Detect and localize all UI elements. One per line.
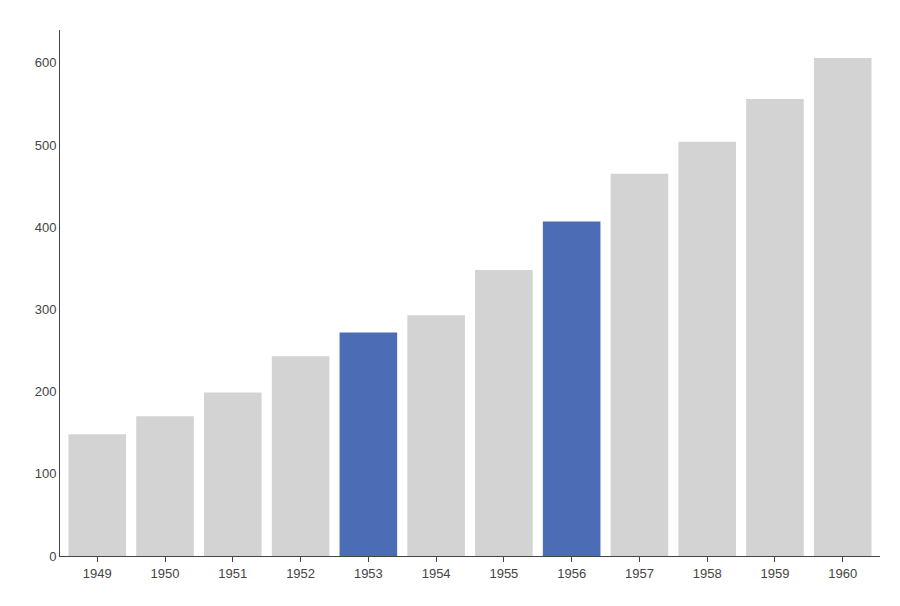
svg-text:500: 500 — [35, 138, 57, 153]
svg-text:1956: 1956 — [557, 566, 586, 581]
svg-text:1953: 1953 — [354, 566, 383, 581]
svg-text:1949: 1949 — [83, 566, 112, 581]
svg-text:1952: 1952 — [286, 566, 315, 581]
svg-text:600: 600 — [35, 55, 57, 70]
svg-text:0: 0 — [49, 549, 56, 564]
svg-text:1958: 1958 — [693, 566, 722, 581]
svg-text:1955: 1955 — [489, 566, 518, 581]
svg-text:1960: 1960 — [828, 566, 857, 581]
svg-text:1957: 1957 — [625, 566, 654, 581]
svg-text:300: 300 — [35, 302, 57, 317]
svg-text:200: 200 — [35, 384, 57, 399]
svg-text:1950: 1950 — [151, 566, 180, 581]
svg-text:100: 100 — [35, 466, 57, 481]
svg-text:1954: 1954 — [422, 566, 451, 581]
svg-text:1951: 1951 — [218, 566, 247, 581]
svg-text:1959: 1959 — [760, 566, 789, 581]
svg-text:400: 400 — [35, 220, 57, 235]
